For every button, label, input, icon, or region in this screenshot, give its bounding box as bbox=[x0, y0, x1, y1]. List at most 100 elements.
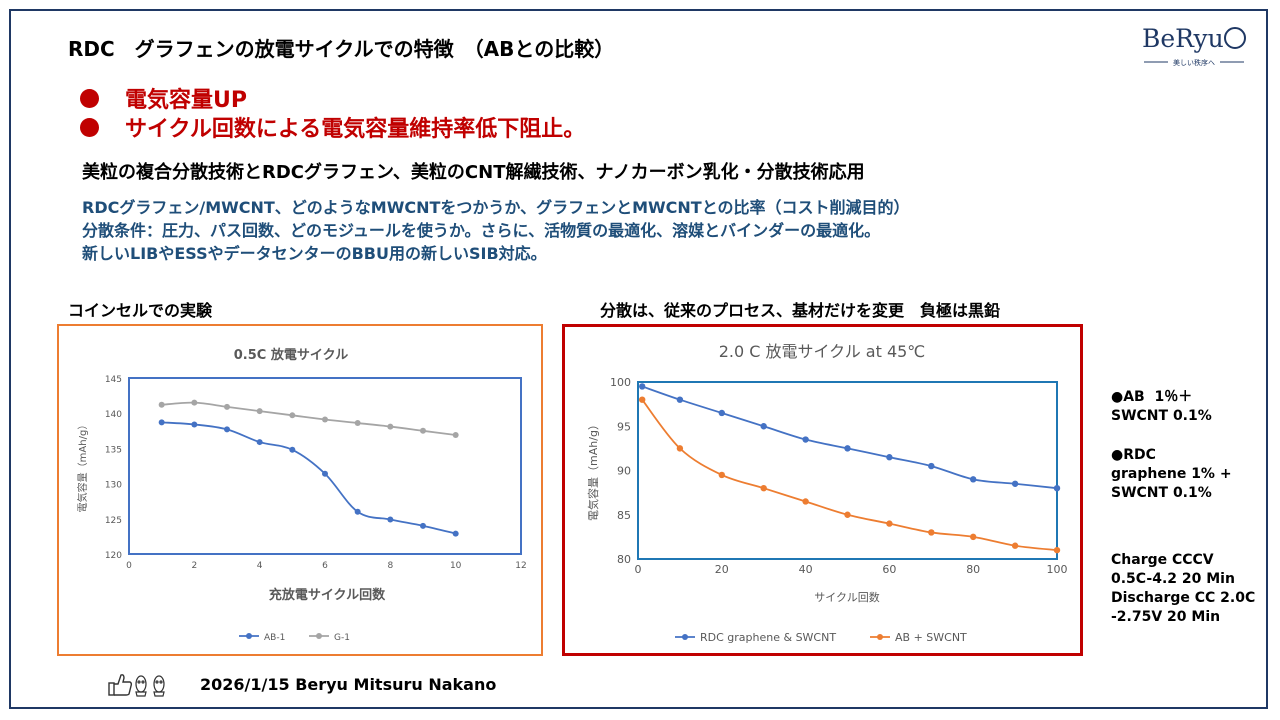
chart-title: 0.5C 放電サイクル bbox=[234, 347, 348, 363]
data-point bbox=[289, 412, 296, 419]
data-point bbox=[354, 420, 361, 427]
data-point bbox=[191, 399, 198, 406]
x-tick-label: 8 bbox=[387, 561, 393, 571]
logo-tagline: 美しい秩序へ bbox=[1173, 59, 1215, 67]
data-point bbox=[191, 421, 198, 428]
detail-line-2: 分散条件：圧力、パス回数、どのモジュールを使うか。さらに、活物質の最適化、溶媒と… bbox=[82, 221, 881, 240]
page-title: RDC グラフェンの放電サイクルでの特徴 （ABとの比較） bbox=[68, 37, 615, 61]
lead-text: 美粒の複合分散技術とRDCグラフェン、美粒のCNT解繊技術、ナノカーボン乳化・分… bbox=[82, 162, 865, 183]
data-point bbox=[1011, 480, 1019, 487]
series-points bbox=[158, 399, 459, 537]
detail-line-1: RDCグラフェン/MWCNT、どのようなMWCNTをつかうか、グラフェンとMWC… bbox=[82, 198, 910, 217]
data-point bbox=[224, 403, 230, 410]
data-point bbox=[256, 439, 263, 446]
plot-area bbox=[128, 377, 522, 555]
data-point bbox=[322, 416, 328, 423]
data-point bbox=[970, 476, 977, 483]
beryu-logo: BeRyu 美しい秩序へ bbox=[1138, 22, 1250, 74]
footer-credit: 2026/1/15 Beryu Mitsuru Nakano bbox=[200, 675, 497, 694]
mascot-icon bbox=[135, 675, 165, 697]
bullet-text: サイクル回数による電気容量維持率低下阻止。 bbox=[125, 117, 586, 142]
series-line-AB + SWCNT bbox=[641, 399, 1058, 552]
series-line-AB-1 bbox=[161, 421, 456, 535]
data-point bbox=[802, 498, 809, 505]
x-tick-label: 20 bbox=[715, 563, 729, 576]
chart-legend: RDC graphene & SWCNT AB + SWCNT bbox=[675, 631, 967, 644]
data-point bbox=[844, 445, 851, 452]
x-axis-label: 充放電サイクル回数 bbox=[269, 587, 386, 603]
data-point bbox=[224, 426, 230, 433]
data-point bbox=[760, 423, 767, 430]
x-tick-label: 40 bbox=[799, 563, 813, 576]
y-tick-label: 90 bbox=[617, 465, 631, 478]
legend-marker bbox=[246, 633, 252, 639]
plot-area bbox=[637, 381, 1058, 560]
data-point bbox=[452, 432, 459, 439]
data-point bbox=[158, 419, 165, 426]
data-point bbox=[676, 445, 684, 452]
legend-label: AB-1 bbox=[264, 633, 285, 643]
data-point bbox=[387, 516, 394, 523]
data-point bbox=[452, 530, 459, 537]
legend-label: G-1 bbox=[334, 633, 350, 643]
data-point bbox=[354, 508, 361, 515]
footer-icons bbox=[108, 674, 165, 697]
data-point bbox=[322, 470, 328, 477]
side-note-ab: ●AB 1％＋ SWCNT 0.1% bbox=[1111, 389, 1212, 424]
data-point bbox=[638, 396, 646, 403]
data-point bbox=[158, 401, 165, 408]
x-tick-label: 80 bbox=[966, 563, 980, 576]
series-line-RDC graphene & SWCNT bbox=[641, 385, 1058, 490]
data-point bbox=[638, 383, 646, 390]
discharge-cycle-chart: 2.0 C 放電サイクル at 45℃ 0 20 40 60 80 100 80 85 90 9… bbox=[586, 342, 1068, 644]
coin-cell-chart-panel: 0.5C 放電サイクル 0 2 4 6 8 10 12 120 125 130 135 140 145… bbox=[57, 324, 543, 656]
coin-cell-chart: 0.5C 放電サイクル 0 2 4 6 8 10 12 120 125 130 135 140 145… bbox=[76, 347, 527, 643]
legend-marker bbox=[877, 634, 883, 640]
data-point bbox=[387, 423, 394, 430]
y-tick-label: 140 bbox=[105, 410, 122, 420]
data-point bbox=[420, 522, 426, 529]
bullet-dot-icon bbox=[80, 88, 99, 108]
x-axis-ticks: 0 20 40 60 80 100 bbox=[635, 563, 1068, 576]
legend-label: AB + SWCNT bbox=[895, 631, 967, 644]
bullet-retention: サイクル回数による電気容量維持率低下阻止。 bbox=[80, 111, 585, 143]
legend-marker bbox=[682, 634, 688, 640]
x-axis-label: サイクル回数 bbox=[814, 591, 879, 604]
y-tick-label: 85 bbox=[617, 509, 631, 522]
x-tick-label: 6 bbox=[322, 561, 328, 571]
y-tick-label: 135 bbox=[105, 445, 122, 455]
legend-label: RDC graphene & SWCNT bbox=[700, 631, 836, 644]
y-tick-label: 145 bbox=[105, 375, 122, 385]
data-point bbox=[256, 408, 263, 415]
x-tick-label: 2 bbox=[191, 561, 197, 571]
x-tick-label: 10 bbox=[450, 561, 462, 571]
data-point bbox=[844, 511, 851, 518]
slide-frame bbox=[9, 9, 1268, 709]
data-point bbox=[1053, 546, 1061, 554]
data-point bbox=[802, 436, 809, 443]
y-tick-label: 80 bbox=[617, 553, 631, 566]
x-tick-label: 0 bbox=[126, 561, 132, 571]
x-tick-label: 12 bbox=[515, 561, 526, 571]
series-line-G-1 bbox=[161, 401, 456, 436]
right-section-label: 分散は、従来のプロセス、基材だけを変更 負極は黒鉛 bbox=[600, 301, 1001, 320]
data-point bbox=[718, 409, 725, 417]
data-point bbox=[1011, 542, 1019, 549]
series-lines bbox=[161, 401, 456, 535]
y-axis-ticks: 80 85 90 95 100 bbox=[610, 376, 631, 566]
chart-title: 2.0 C 放電サイクル at 45℃ bbox=[719, 342, 926, 361]
left-section-label: コインセルでの実験 bbox=[68, 301, 213, 320]
data-point bbox=[886, 454, 893, 461]
chart-legend: AB-1 G-1 bbox=[239, 633, 350, 643]
thumbs-up-icon bbox=[108, 674, 133, 696]
y-tick-label: 95 bbox=[617, 420, 631, 433]
logo-wordmark: BeRyu bbox=[1142, 24, 1224, 53]
side-note-conditions: Charge CCCV 0.5C-4.2 20 Min Discharge CC… bbox=[1111, 552, 1256, 625]
series-lines bbox=[641, 385, 1058, 552]
y-axis-label: 電気容量（mAh/g） bbox=[76, 420, 89, 513]
data-point bbox=[928, 529, 935, 536]
y-tick-label: 120 bbox=[105, 551, 122, 561]
y-tick-label: 130 bbox=[105, 481, 122, 491]
y-tick-label: 100 bbox=[610, 376, 631, 389]
x-tick-label: 0 bbox=[635, 563, 642, 576]
